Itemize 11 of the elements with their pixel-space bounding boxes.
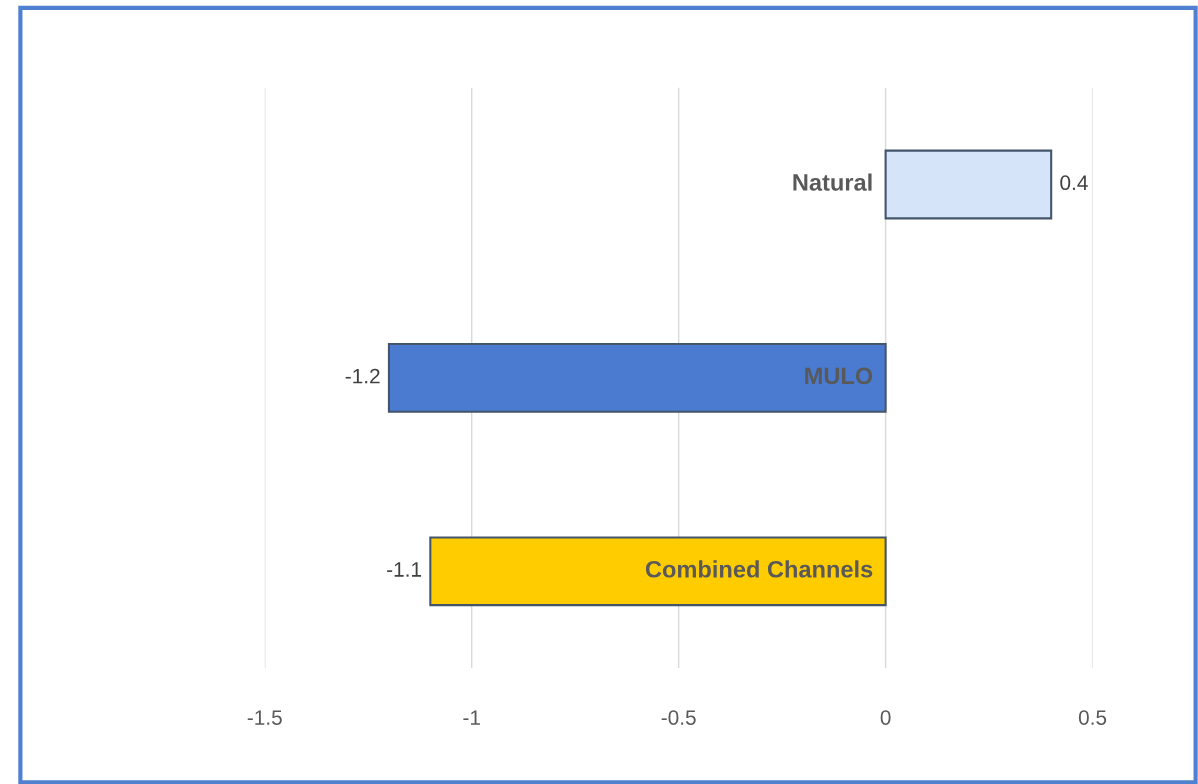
data-label: 0.4: [1060, 175, 1088, 191]
x-tick-label: -1: [463, 710, 480, 725]
data-label: -1.2: [345, 368, 380, 384]
y-tick-label: MULO: [805, 367, 873, 385]
x-tick-label: -1.5: [247, 710, 282, 725]
x-tick-label: -0.5: [661, 710, 696, 725]
y-tick-label: Natural: [793, 173, 872, 191]
x-tick-label: 0.5: [1078, 710, 1107, 725]
y-tick-label: Combined Channels: [645, 560, 873, 578]
data-label: -1.1: [387, 562, 422, 577]
x-tick-label: 0: [880, 710, 891, 725]
